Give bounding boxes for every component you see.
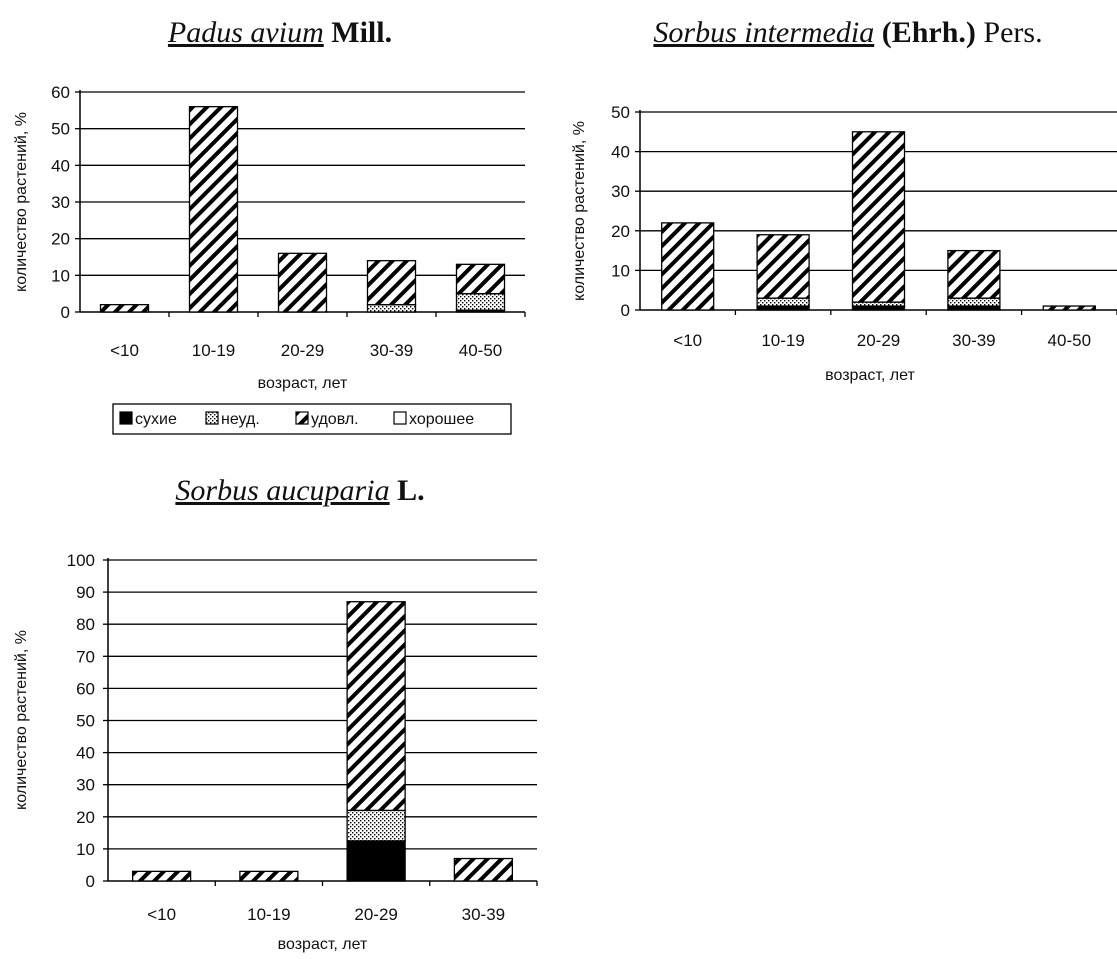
y-tick-label: 60 (76, 679, 95, 698)
y-tick-label: 10 (611, 261, 630, 280)
legend-label: хорошее (409, 411, 474, 428)
y-tick-label: 20 (611, 222, 630, 241)
legend-label: удовл. (311, 411, 359, 428)
x-category-label: <10 (147, 905, 176, 924)
chart-title-part: Mill. (324, 16, 392, 49)
y-tick-label: 40 (611, 143, 630, 162)
y-tick-label: 50 (611, 103, 630, 122)
bar-segment (756, 297, 810, 307)
legend: сухие неуд. удовл. хорошее (112, 403, 512, 435)
x-category-label: 30-39 (462, 905, 505, 924)
bar-segment (239, 870, 299, 882)
legend-swatch (205, 411, 219, 425)
bar-segment (453, 857, 514, 882)
legend-box (112, 403, 512, 435)
x-axis-label: возраст, лет (258, 375, 348, 392)
bar-segment (947, 249, 1001, 299)
bar-segment (346, 809, 406, 842)
chart-title-part: L. (390, 474, 425, 507)
x-axis-label: возраст, лет (278, 936, 368, 953)
y-tick-label: 80 (76, 615, 95, 634)
y-tick-label: 50 (76, 712, 95, 731)
y-axis-label: количество растений, % (571, 121, 588, 301)
bar-segment (756, 234, 810, 299)
bar-segment (1042, 305, 1096, 311)
x-category-label: 10-19 (192, 341, 235, 360)
y-tick-label: 0 (621, 301, 630, 320)
x-category-label: <10 (673, 331, 702, 350)
bar-segment (366, 304, 417, 313)
y-tick-label: 70 (76, 647, 95, 666)
y-tick-label: 50 (51, 120, 70, 139)
chart-title-part: (Ehrh.) (874, 16, 976, 49)
chart-title-part: Pers. (976, 16, 1043, 49)
bar-segment (346, 840, 406, 882)
bar-segment (346, 601, 406, 812)
x-category-label: 40-50 (459, 341, 502, 360)
chart-title: Sorbus aucuparia L. (175, 474, 424, 507)
x-category-label: <10 (110, 341, 139, 360)
legend-label: неуд. (221, 411, 260, 428)
y-tick-label: 20 (76, 808, 95, 827)
y-tick-label: 10 (51, 266, 70, 285)
y-tick-label: 20 (51, 230, 70, 249)
y-tick-label: 100 (67, 551, 95, 570)
chart-2: Sorbus intermedia (Ehrh.) Pers. 0 10 20 30 40… (571, 16, 1117, 384)
bar-segment (366, 260, 417, 306)
bar-segment (131, 870, 192, 882)
y-tick-label: 10 (76, 840, 95, 859)
chart-1: Padus avium Mill. 0 10 20 30 40 50 60 <10 10-19 20… (13, 16, 526, 392)
y-axis-label: количество растений, % (13, 630, 30, 810)
y-tick-label: 40 (51, 156, 70, 175)
bar-segment (455, 263, 506, 295)
bar-segment (455, 293, 506, 311)
x-category-label: 30-39 (370, 341, 413, 360)
y-tick-label: 0 (61, 303, 70, 322)
x-category-label: 10-19 (761, 331, 804, 350)
chart-title: Sorbus intermedia (Ehrh.) Pers. (653, 16, 1042, 49)
chart-title-part: Padus avium (167, 16, 324, 49)
y-tick-label: 40 (76, 744, 95, 763)
chart-title-part: Sorbus intermedia (653, 16, 874, 49)
chart-3: Sorbus aucuparia L. 0 10 20 30 40 50 60 70 80 90 10… (13, 474, 538, 953)
legend-swatch (295, 411, 309, 425)
y-tick-label: 30 (76, 776, 95, 795)
x-category-label: 20-29 (857, 331, 900, 350)
bar-segment (277, 252, 328, 313)
x-category-label: 10-19 (247, 905, 290, 924)
y-axis-label: количество растений, % (13, 112, 30, 292)
legend-swatch (393, 411, 407, 425)
y-tick-label: 60 (51, 83, 70, 102)
legend-label: сухие (135, 411, 177, 428)
x-category-label: 20-29 (354, 905, 397, 924)
y-tick-label: 0 (86, 872, 95, 891)
bar-segment (99, 304, 150, 313)
bar-segment (947, 297, 1001, 307)
bar-segment (188, 106, 239, 313)
chart-title-part: Sorbus aucuparia (175, 474, 389, 507)
y-tick-label: 30 (51, 193, 70, 212)
x-axis-label: возраст, лет (825, 367, 915, 384)
x-category-label: 30-39 (952, 331, 995, 350)
y-tick-label: 30 (611, 182, 630, 201)
x-category-label: 40-50 (1048, 331, 1091, 350)
x-category-label: 20-29 (281, 341, 324, 360)
y-tick-label: 90 (76, 583, 95, 602)
legend-swatch (119, 411, 133, 425)
bar-segment (851, 131, 906, 303)
bar-segment (661, 222, 715, 311)
chart-title: Padus avium Mill. (167, 16, 392, 49)
